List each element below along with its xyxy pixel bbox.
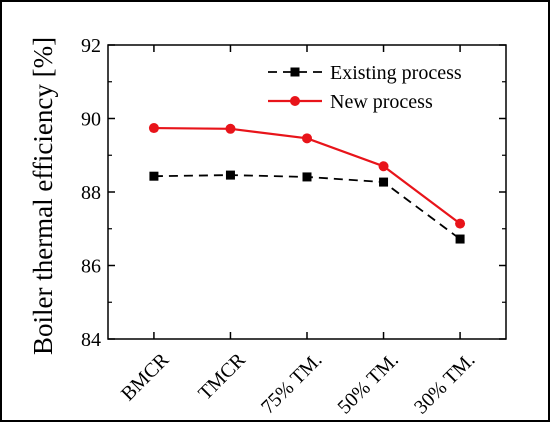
legend: Existing process New process: [268, 62, 462, 113]
y-tick-label: 92: [81, 35, 101, 57]
y-tick-label: 86: [81, 256, 101, 278]
data-point-circle: [378, 161, 389, 172]
y-axis-title: Boiler thermal efficiency [%]: [28, 37, 58, 355]
data-point-square: [302, 172, 312, 182]
legend-marker-circle: [290, 96, 300, 106]
y-tick-label: 88: [81, 182, 101, 204]
data-point-circle: [225, 123, 236, 134]
legend-item: New process: [268, 91, 433, 113]
series-layer: [148, 123, 466, 244]
series-1: [149, 170, 465, 244]
legend-marker-square: [290, 67, 300, 77]
y-axis-ticks: 84 86 88 90 92: [81, 35, 506, 351]
legend-item: Existing process: [268, 62, 462, 84]
legend-label: New process: [330, 91, 433, 113]
data-point-circle: [455, 218, 466, 229]
y-tick-label: 84: [81, 329, 101, 351]
data-point-square: [149, 171, 159, 181]
data-point-square: [455, 234, 465, 244]
series-2: [148, 123, 466, 229]
legend-label: Existing process: [330, 62, 462, 84]
data-point-square: [225, 170, 235, 180]
data-point-circle: [302, 133, 312, 144]
y-tick-label: 90: [81, 109, 101, 131]
data-point-square: [379, 177, 389, 187]
data-point-circle: [148, 123, 159, 134]
